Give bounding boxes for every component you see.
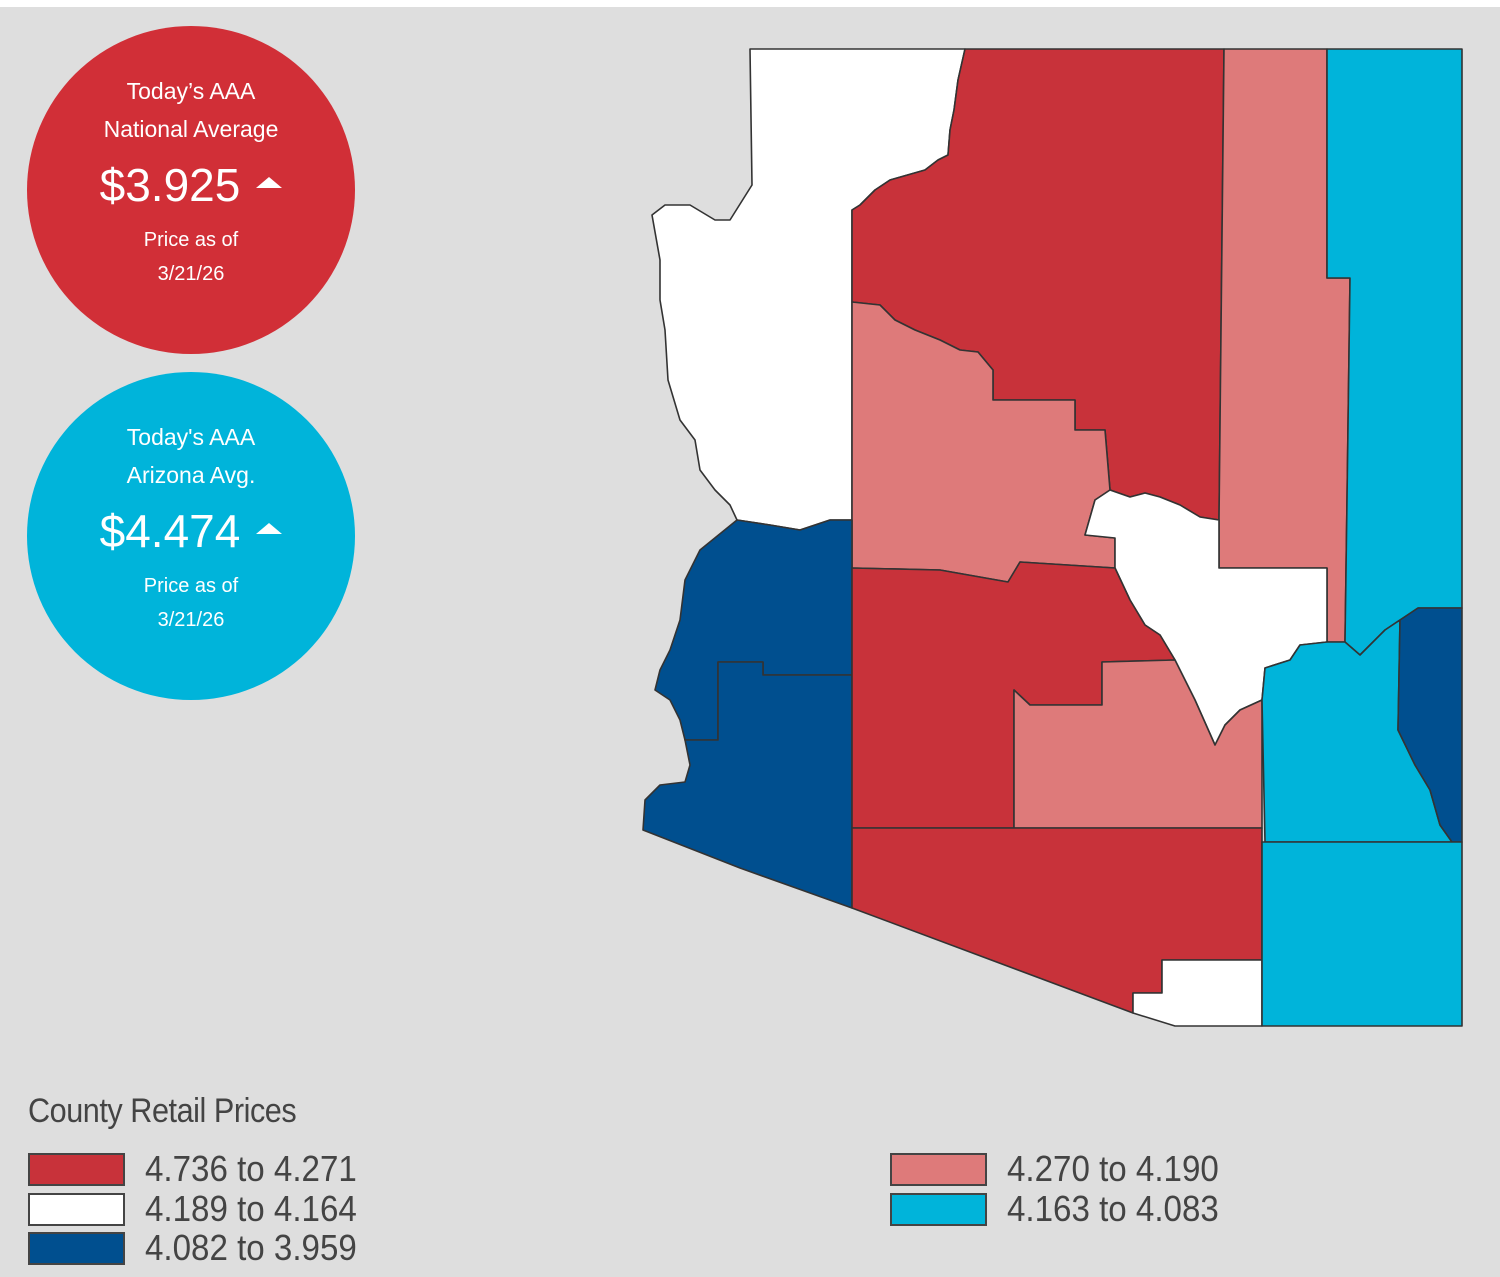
legend-item: 4.736 to 4.271: [28, 1148, 375, 1189]
legend-swatch: [28, 1192, 125, 1226]
legend-title: County Retail Prices: [28, 1092, 297, 1130]
state-card-title-line1: Today's AAA: [126, 424, 256, 450]
national-card-title-line1: Today’s AAA: [126, 78, 256, 104]
legend-range: 4.082 to 3.959: [145, 1227, 357, 1268]
national-as-of-label: Price as of: [143, 229, 239, 251]
legend-swatch: [28, 1231, 125, 1265]
arizona-average-card: Today's AAA Arizona Avg. $4.474 Price as…: [27, 372, 355, 700]
trend-up-icon: [256, 176, 283, 188]
county-cochise[interactable]: [1261, 841, 1463, 1027]
national-as-of-date: 3/21/26: [157, 263, 225, 285]
legend-item: 4.163 to 4.083: [890, 1188, 1237, 1229]
legend-item: 4.189 to 4.164: [28, 1188, 375, 1229]
legend-swatch: [28, 1152, 125, 1186]
county-greenlee[interactable]: [1397, 607, 1463, 843]
legend-item: 4.270 to 4.190: [890, 1148, 1237, 1189]
legend-item: 4.082 to 3.959: [28, 1227, 375, 1268]
national-average-card: Today’s AAA National Average $3.925 Pric…: [27, 26, 355, 354]
state-card-title-line2: Arizona Avg.: [126, 462, 256, 488]
county-yuma[interactable]: [642, 661, 853, 909]
state-as-of-date: 3/21/26: [157, 609, 225, 631]
legend-range: 4.270 to 4.190: [1007, 1148, 1219, 1189]
legend-range: 4.189 to 4.164: [145, 1188, 357, 1229]
legend-range: 4.736 to 4.271: [145, 1148, 357, 1189]
legend-swatch: [890, 1152, 987, 1186]
legend-range: 4.163 to 4.083: [1007, 1188, 1219, 1229]
arizona-average-price: $4.474: [99, 505, 241, 557]
national-average-price: $3.925: [99, 159, 241, 211]
national-card-title-line2: National Average: [103, 116, 279, 142]
trend-up-icon: [256, 522, 283, 534]
state-as-of-label: Price as of: [143, 575, 239, 597]
legend-swatch: [890, 1192, 987, 1226]
